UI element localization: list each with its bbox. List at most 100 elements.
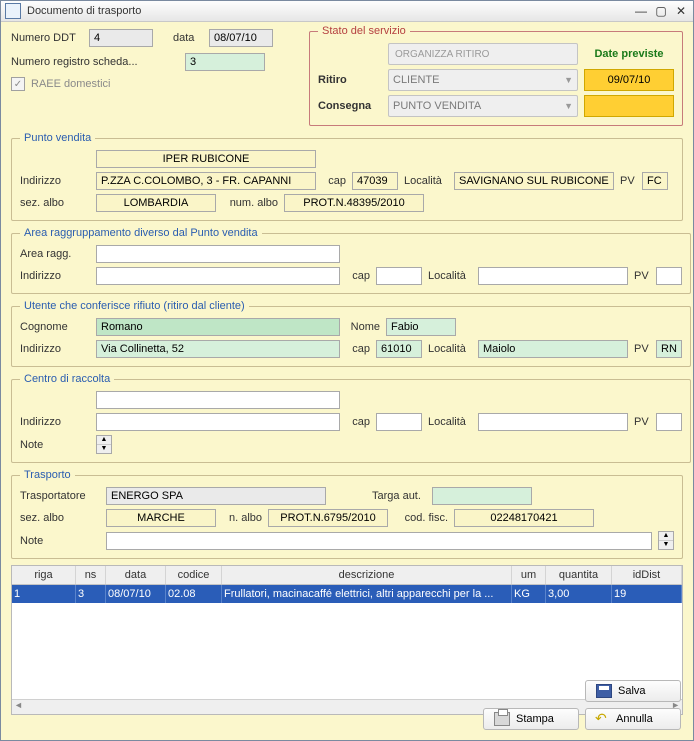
utente-cap-label: cap — [346, 343, 370, 355]
tr-codfisc-label: cod. fisc. — [394, 512, 448, 524]
tr-codfisc — [454, 509, 594, 527]
area-ragg-label: Area ragg. — [20, 248, 90, 260]
utente-pv-label: PV — [634, 343, 650, 355]
utente-localita-input[interactable] — [478, 340, 628, 358]
utente-group: Utente che conferisce rifiuto (ritiro da… — [11, 300, 691, 367]
utente-indirizzo-input[interactable] — [96, 340, 340, 358]
cell-descrizione: Frullatori, macinacaffé elettrici, altri… — [222, 585, 512, 603]
maximize-button[interactable]: ▢ — [653, 3, 669, 19]
data-input[interactable] — [209, 29, 273, 47]
consegna-label: Consegna — [318, 100, 382, 112]
tr-note-input[interactable] — [106, 532, 652, 550]
centro-nome-input[interactable] — [96, 391, 340, 409]
tr-nalbo — [268, 509, 388, 527]
tr-sezalbo — [106, 509, 216, 527]
area-cap-input[interactable] — [376, 267, 422, 285]
centro-legend: Centro di raccolta — [20, 373, 114, 385]
centro-indirizzo-input[interactable] — [96, 413, 340, 431]
data-label: data — [173, 32, 203, 44]
minimize-button[interactable]: — — [633, 3, 649, 19]
tr-nalbo-label: n. albo — [222, 512, 262, 524]
centro-group: Centro di raccolta Indirizzo cap Localit… — [11, 373, 691, 463]
area-ragg-input[interactable] — [96, 245, 340, 263]
ritiro-date-box: 09/07/10 — [584, 69, 674, 91]
centro-cap-label: cap — [346, 416, 370, 428]
utente-localita-label: Località — [428, 343, 472, 355]
area-indirizzo-label: Indirizzo — [20, 270, 90, 282]
pv-localita — [454, 172, 614, 190]
print-icon — [494, 712, 510, 726]
centro-pv-label: PV — [634, 416, 650, 428]
annulla-button[interactable]: Annulla — [585, 708, 681, 730]
area-cap-label: cap — [346, 270, 370, 282]
organizza-ritiro-button[interactable]: ORGANIZZA RITIRO — [388, 43, 578, 65]
salva-label: Salva — [618, 685, 646, 697]
trasporto-legend: Trasporto — [20, 469, 75, 481]
ritiro-label: Ritiro — [318, 74, 382, 86]
col-ns: ns — [76, 566, 106, 584]
area-pv-input[interactable] — [656, 267, 682, 285]
pv-localita-label: Località — [404, 175, 448, 187]
pv-nome — [96, 150, 316, 168]
trasporto-group: Trasporto Trasportatore Targa aut. sez. … — [11, 469, 683, 559]
col-descrizione: descrizione — [222, 566, 512, 584]
tr-sezalbo-label: sez. albo — [20, 512, 100, 524]
utente-cognome-input[interactable] — [96, 318, 340, 336]
stampa-button[interactable]: Stampa — [483, 708, 579, 730]
centro-note-label: Note — [20, 439, 90, 451]
tr-note-label: Note — [20, 535, 100, 547]
pv-sezalbo-label: sez. albo — [20, 197, 90, 209]
salva-button[interactable]: Salva — [585, 680, 681, 702]
utente-pv-input[interactable] — [656, 340, 682, 358]
centro-note-spinner[interactable]: ▲▼ — [96, 435, 112, 454]
pv-indirizzo — [96, 172, 316, 190]
pv-cap — [352, 172, 398, 190]
cell-um: KG — [512, 585, 546, 603]
cell-riga: 1 — [12, 585, 76, 603]
cell-data: 08/07/10 — [106, 585, 166, 603]
area-ragg-group: Area raggruppamento diverso dal Punto ve… — [11, 227, 691, 294]
utente-indirizzo-label: Indirizzo — [20, 343, 90, 355]
col-riga: riga — [12, 566, 76, 584]
titlebar: Documento di trasporto — ▢ ✕ — [1, 1, 693, 22]
area-pv-label: PV — [634, 270, 650, 282]
utente-cap-input[interactable] — [376, 340, 422, 358]
app-icon — [5, 3, 21, 19]
col-data: data — [106, 566, 166, 584]
tr-note-spinner[interactable]: ▲▼ — [658, 531, 674, 550]
area-ragg-legend: Area raggruppamento diverso dal Punto ve… — [20, 227, 262, 239]
targa-input[interactable] — [432, 487, 532, 505]
pv-indirizzo-label: Indirizzo — [20, 175, 90, 187]
stato-servizio-group: Stato del servizio ORGANIZZA RITIRO Date… — [309, 25, 683, 126]
numero-registro-input[interactable] — [185, 53, 265, 71]
form-body: Numero DDT data Numero registro scheda..… — [1, 21, 693, 740]
utente-legend: Utente che conferisce rifiuto (ritiro da… — [20, 300, 249, 312]
annulla-label: Annulla — [616, 713, 653, 725]
pv-sezalbo — [96, 194, 216, 212]
pv-cap-label: cap — [322, 175, 346, 187]
area-indirizzo-input[interactable] — [96, 267, 340, 285]
pv-numalbo-label: num. albo — [222, 197, 278, 209]
punto-vendita-legend: Punto vendita — [20, 132, 95, 144]
centro-localita-label: Località — [428, 416, 472, 428]
centro-cap-input[interactable] — [376, 413, 422, 431]
cell-iddist: 19 — [612, 585, 682, 603]
area-localita-input[interactable] — [478, 267, 628, 285]
raee-checkbox[interactable]: ✓ — [11, 77, 25, 91]
utente-nome-input[interactable] — [386, 318, 456, 336]
undo-icon — [596, 713, 610, 725]
close-button[interactable]: ✕ — [673, 3, 689, 19]
consegna-select[interactable]: PUNTO VENDITA▼ — [388, 95, 578, 117]
table-row[interactable]: 1 3 08/07/10 02.08 Frullatori, macinacaf… — [12, 585, 682, 603]
trasportatore-input[interactable] — [106, 487, 326, 505]
stato-legend: Stato del servizio — [318, 25, 410, 37]
centro-localita-input[interactable] — [478, 413, 628, 431]
ritiro-select[interactable]: CLIENTE▼ — [388, 69, 578, 91]
utente-nome-label: Nome — [346, 321, 380, 333]
centro-pv-input[interactable] — [656, 413, 682, 431]
save-icon — [596, 684, 612, 698]
col-quantita: quantita — [546, 566, 612, 584]
col-codice: codice — [166, 566, 222, 584]
numero-ddt-label: Numero DDT — [11, 32, 83, 44]
numero-ddt-input[interactable] — [89, 29, 153, 47]
